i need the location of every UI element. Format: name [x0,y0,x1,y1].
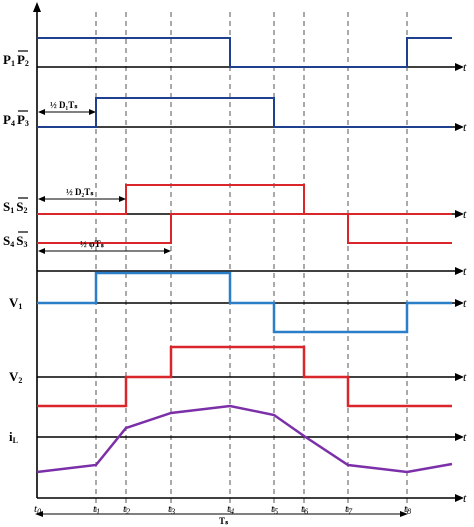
v1-waveform [37,271,452,334]
t-label-3: t [463,207,467,221]
period-annotation: Tₛ [35,511,408,526]
label-v2: V2 [9,369,22,385]
t-label-1: t [463,60,467,74]
label-v1: V1 [9,295,22,311]
t-label-7: t [463,430,467,444]
p1p2-waveform [37,37,452,68]
s4s3-waveform [37,213,452,244]
label-il: iL [9,429,18,445]
t0-label: t0 [34,503,41,516]
v2-waveform [37,345,452,408]
t-label-2: t [463,120,467,134]
label-s1s2: S1 S2 [3,197,28,215]
t-label-6: t [463,370,467,384]
t4-label: t4 [227,503,234,516]
t3-label: t3 [168,503,175,516]
t7-label: t7 [345,503,353,516]
d1-annotation: ½ D₁Tₛ [38,100,96,115]
label-s4s3: S4 S3 [3,231,28,249]
period-label: Tₛ [219,516,229,526]
t-label-8: t [463,491,467,505]
t2-label: t2 [123,503,130,516]
il-waveform [36,404,453,474]
t6-label: t6 [301,503,308,516]
t8-label: t8 [404,503,411,516]
t-label-5: t [463,296,467,310]
time-labels: t0 t1 t2 t3 t4 t5 t6 t7 t8 [34,503,411,516]
label-p4p3: P4 P3 [3,110,29,128]
label-p1p2: P1 P2 [3,50,29,68]
d2-annotation: ½ D₂Tₛ [38,187,126,202]
vertical-axis [33,2,41,498]
p4p3-waveform [37,97,452,128]
phi-annotation: ½ φTₛ [38,239,171,254]
d1-label: ½ D₁Tₛ [50,100,78,110]
t-label-4: t [463,264,467,278]
phi-label: ½ φTₛ [80,239,105,249]
t1-label: t1 [93,503,100,516]
t5-label: t5 [271,503,278,516]
d2-label: ½ D₂Tₛ [66,187,94,197]
